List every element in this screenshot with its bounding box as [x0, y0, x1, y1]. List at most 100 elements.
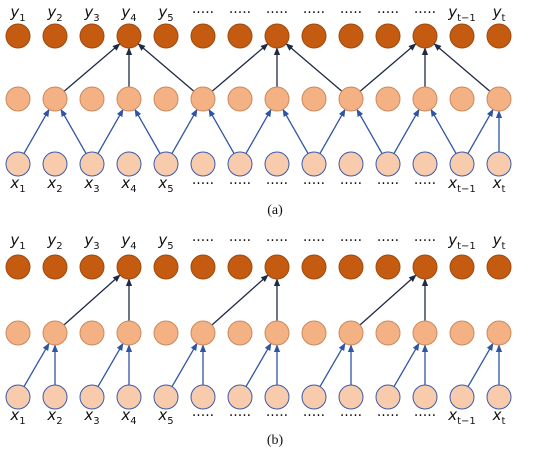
input-to-hidden-edge — [245, 108, 272, 154]
hidden-node — [486, 86, 512, 112]
hidden-to-output-edge — [211, 274, 269, 326]
input-label: ····· — [414, 408, 436, 424]
output-node — [264, 23, 290, 49]
hidden-node — [301, 320, 327, 346]
output-label: yt — [492, 231, 506, 252]
hidden-node — [153, 320, 179, 346]
output-node — [486, 23, 512, 49]
hidden-node — [375, 320, 401, 346]
input-to-hidden-edge — [356, 108, 383, 154]
output-node — [301, 23, 327, 49]
input-label: ····· — [266, 408, 288, 424]
input-node — [412, 151, 438, 177]
input-to-hidden-edge — [134, 108, 161, 154]
hidden-node — [227, 320, 253, 346]
input-to-hidden-edge — [60, 108, 87, 154]
output-label: ····· — [266, 5, 288, 21]
hidden-node — [5, 86, 31, 112]
output-label: ····· — [303, 5, 325, 21]
output-node — [412, 23, 438, 49]
hidden-to-output-edge — [285, 43, 343, 92]
output-node — [338, 23, 364, 49]
input-label: ····· — [303, 176, 325, 192]
output-label: ····· — [377, 5, 399, 21]
input-label: ····· — [414, 176, 436, 192]
hidden-node — [79, 320, 105, 346]
output-node — [153, 254, 179, 280]
hidden-to-output-edge — [63, 274, 121, 326]
input-to-hidden-edge — [393, 108, 420, 154]
hidden-node — [486, 320, 512, 346]
hidden-to-output-edge — [63, 43, 121, 92]
output-node — [375, 23, 401, 49]
input-to-hidden-edge — [430, 108, 457, 154]
output-label: ····· — [229, 5, 251, 21]
input-label: x4 — [120, 174, 136, 195]
output-label: y2 — [46, 231, 62, 252]
hidden-to-output-edge — [137, 43, 195, 92]
input-node — [153, 384, 179, 410]
input-node — [486, 384, 512, 410]
hidden-node — [338, 320, 364, 346]
hidden-node — [153, 86, 179, 112]
input-to-hidden-edge — [171, 108, 198, 154]
output-node — [227, 23, 253, 49]
output-label: yt−1 — [447, 231, 476, 252]
output-label: ····· — [192, 5, 214, 21]
output-label: ····· — [229, 233, 251, 249]
output-node — [375, 254, 401, 280]
output-label: y3 — [83, 231, 99, 252]
output-node — [42, 23, 68, 49]
input-label: xt — [492, 406, 506, 427]
input-label: x2 — [46, 406, 62, 427]
input-to-hidden-edge — [23, 342, 50, 387]
input-label: ····· — [303, 408, 325, 424]
input-to-hidden-edge — [393, 342, 420, 387]
hidden-node — [116, 86, 142, 112]
input-to-hidden-edge — [282, 108, 309, 154]
hidden-node — [190, 320, 216, 346]
input-label: x1 — [9, 174, 25, 195]
input-node — [5, 384, 31, 410]
input-node — [301, 151, 327, 177]
output-node — [42, 254, 68, 280]
panel-a: y1 x1 y2 x2 y3 x3 y4 x4 y5 x5 ····· ····· ····· ·····… — [5, 3, 512, 218]
input-label: x2 — [46, 174, 62, 195]
input-node — [42, 151, 68, 177]
output-label: y4 — [120, 3, 136, 24]
input-node — [42, 384, 68, 410]
input-node — [153, 151, 179, 177]
hidden-node — [301, 86, 327, 112]
hidden-node — [42, 320, 68, 346]
hidden-node — [42, 86, 68, 112]
input-node — [5, 151, 31, 177]
input-node — [79, 151, 105, 177]
hidden-to-output-edge — [211, 43, 269, 92]
output-label: yt−1 — [447, 3, 476, 24]
hidden-node — [449, 320, 475, 346]
hidden-node — [190, 86, 216, 112]
input-to-hidden-edge — [467, 342, 494, 387]
input-node — [449, 384, 475, 410]
input-label: ····· — [192, 408, 214, 424]
input-label: x4 — [120, 406, 136, 427]
output-label: ····· — [340, 233, 362, 249]
panel-caption: (b) — [267, 433, 284, 448]
input-node — [486, 151, 512, 177]
output-node — [116, 254, 142, 280]
input-label: xt−1 — [447, 174, 476, 195]
output-node — [412, 254, 438, 280]
output-label: y1 — [9, 231, 25, 252]
output-node — [190, 23, 216, 49]
input-node — [227, 151, 253, 177]
input-node — [264, 151, 290, 177]
output-label: ····· — [340, 5, 362, 21]
output-node — [264, 254, 290, 280]
output-node — [338, 254, 364, 280]
input-node — [338, 151, 364, 177]
output-label: ····· — [414, 233, 436, 249]
output-node — [5, 254, 31, 280]
input-to-hidden-edge — [97, 342, 124, 387]
input-node — [375, 151, 401, 177]
